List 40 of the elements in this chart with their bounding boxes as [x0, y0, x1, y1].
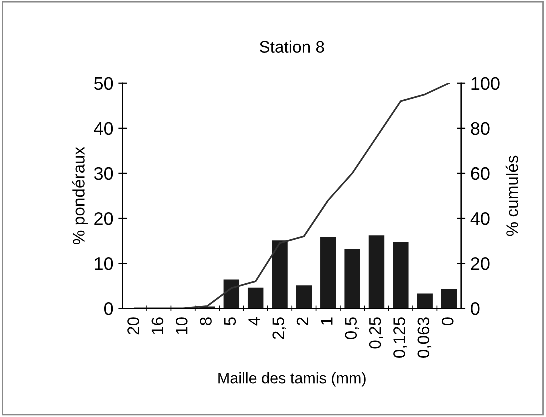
y-tick-label: 20: [94, 212, 114, 226]
y-axis-title: % pondéraux: [72, 147, 88, 244]
bar: [417, 294, 433, 309]
y-tick-label: 30: [94, 167, 114, 180]
x-tick-label: 2: [296, 318, 309, 326]
x-tick-label: 0,5: [345, 318, 360, 340]
y2-axis-title: % cumulés: [506, 156, 518, 236]
y2-tick-label: 40: [470, 212, 490, 226]
x-tick-label: 0,25: [369, 318, 384, 349]
y-tick-label: 50: [94, 77, 114, 90]
y2-tick-label: 80: [471, 122, 490, 136]
x-tick-label: 5: [224, 318, 236, 326]
bar: [272, 240, 288, 309]
chart-title: Station 8: [260, 40, 324, 54]
y2-tick-label: 60: [471, 167, 490, 180]
y-tick-label: 10: [95, 257, 114, 270]
bar: [393, 242, 409, 309]
x-tick-label: 10: [176, 318, 188, 334]
y2-tick-label: 100: [472, 77, 500, 90]
bar: [296, 286, 312, 309]
bar: [368, 236, 385, 309]
x-tick-label: 20: [128, 318, 140, 335]
x-tick-label: 16: [152, 318, 164, 334]
x-tick-label: 0,063: [418, 318, 432, 358]
x-tick-label: 4: [248, 317, 260, 326]
bar: [441, 289, 458, 309]
bar: [248, 288, 264, 309]
x-axis-title: Maille des tamis (mm): [218, 372, 366, 387]
x-tick-label: 1: [321, 318, 333, 325]
x-tick-label: 8: [200, 318, 212, 326]
x-tick-label: 0,125: [394, 318, 408, 358]
y2-tick-label: 0: [471, 302, 480, 316]
y-tick-label: 0: [104, 302, 114, 316]
y-tick-label: 40: [94, 122, 114, 136]
x-tick-label: 0: [442, 318, 454, 326]
y2-tick-label: 20: [471, 257, 490, 270]
line-series: [134, 83, 450, 309]
x-tick-label: 2,5: [272, 318, 286, 340]
bar: [320, 237, 336, 309]
bar: [344, 249, 360, 309]
